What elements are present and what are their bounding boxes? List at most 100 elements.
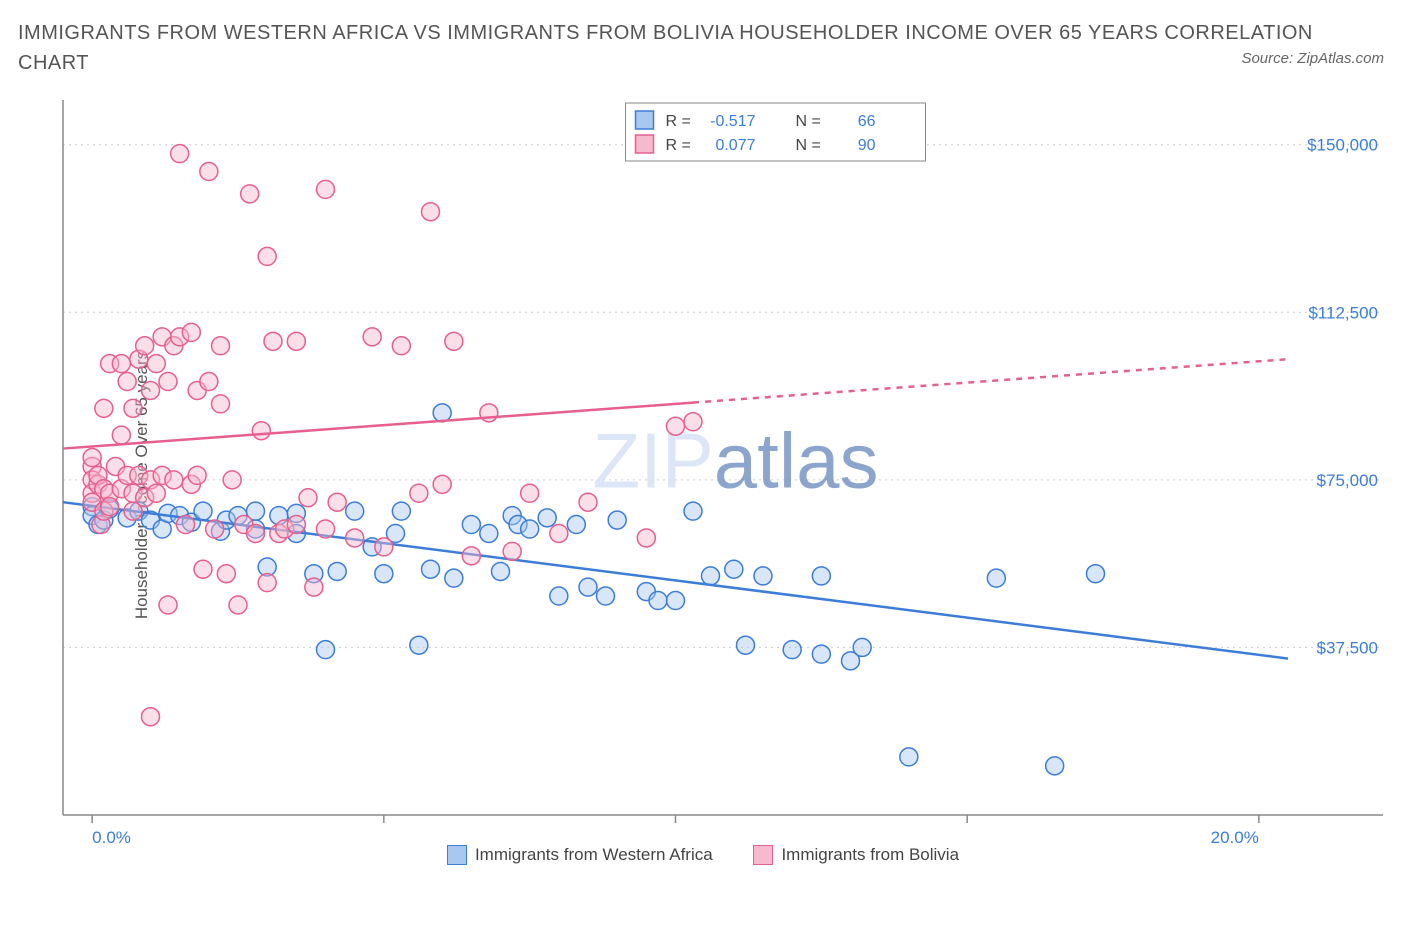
data-point	[737, 636, 755, 654]
data-point	[328, 493, 346, 511]
data-point	[142, 381, 160, 399]
data-point	[392, 337, 410, 355]
data-point	[1087, 565, 1105, 583]
stats-r-label: R =	[666, 137, 691, 154]
data-point	[597, 587, 615, 605]
data-point	[165, 471, 183, 489]
data-point	[550, 524, 568, 542]
stats-n-value: 66	[858, 113, 876, 130]
data-point	[567, 516, 585, 534]
regression-line-dashed	[693, 359, 1288, 402]
data-point	[754, 567, 772, 585]
data-point	[287, 516, 305, 534]
data-point	[83, 449, 101, 467]
data-point	[667, 417, 685, 435]
data-point	[247, 524, 265, 542]
y-tick-label: $112,500	[1308, 303, 1378, 322]
source-label: Source: ZipAtlas.com	[1241, 50, 1384, 67]
data-point	[305, 578, 323, 596]
y-tick-label: $75,000	[1317, 471, 1378, 490]
legend-swatch-pink	[753, 845, 773, 865]
data-point	[410, 636, 428, 654]
data-point	[462, 516, 480, 534]
data-point	[346, 529, 364, 547]
watermark: ZIPatlas	[592, 417, 878, 505]
data-point	[258, 574, 276, 592]
data-point	[95, 399, 113, 417]
chart-title: IMMIGRANTS FROM WESTERN AFRICA VS IMMIGR…	[18, 18, 1388, 78]
stats-swatch	[636, 135, 654, 153]
data-point	[147, 484, 165, 502]
data-point	[550, 587, 568, 605]
data-point	[200, 373, 218, 391]
data-point	[112, 426, 130, 444]
data-point	[287, 332, 305, 350]
data-point	[328, 562, 346, 580]
data-point	[422, 203, 440, 221]
legend-item-blue: Immigrants from Western Africa	[447, 845, 713, 865]
data-point	[538, 509, 556, 527]
data-point	[159, 596, 177, 614]
data-point	[346, 502, 364, 520]
y-tick-label: $150,000	[1307, 136, 1378, 155]
data-point	[462, 547, 480, 565]
bottom-legend: Immigrants from Western Africa Immigrant…	[18, 845, 1388, 870]
data-point	[637, 529, 655, 547]
stats-n-label: N =	[796, 113, 821, 130]
data-point	[171, 145, 189, 163]
data-point	[217, 565, 235, 583]
data-point	[987, 569, 1005, 587]
data-point	[812, 645, 830, 663]
data-point	[229, 596, 247, 614]
data-point	[445, 332, 463, 350]
legend-item-pink: Immigrants from Bolivia	[753, 845, 959, 865]
scatter-plot: $37,500$75,000$112,500$150,0000.0%20.0%Z…	[58, 95, 1388, 875]
data-point	[317, 180, 335, 198]
data-point	[212, 395, 230, 413]
data-point	[177, 516, 195, 534]
data-point	[223, 471, 241, 489]
data-point	[433, 404, 451, 422]
data-point	[375, 538, 393, 556]
data-point	[433, 475, 451, 493]
data-point	[194, 502, 212, 520]
data-point	[667, 592, 685, 610]
data-point	[579, 493, 597, 511]
data-point	[853, 638, 871, 656]
data-point	[608, 511, 626, 529]
data-point	[101, 498, 119, 516]
y-tick-label: $37,500	[1317, 638, 1378, 657]
data-point	[363, 328, 381, 346]
data-point	[392, 502, 410, 520]
data-point	[317, 641, 335, 659]
data-point	[702, 567, 720, 585]
data-point	[684, 502, 702, 520]
stats-swatch	[636, 111, 654, 129]
stats-r-label: R =	[666, 113, 691, 130]
legend-swatch-blue	[447, 845, 467, 865]
data-point	[725, 560, 743, 578]
data-point	[212, 337, 230, 355]
data-point	[649, 592, 667, 610]
data-point	[375, 565, 393, 583]
stats-r-value: 0.077	[715, 137, 755, 154]
data-point	[812, 567, 830, 585]
data-point	[112, 355, 130, 373]
stats-r-value: -0.517	[710, 113, 755, 130]
data-point	[118, 373, 136, 391]
legend-label-pink: Immigrants from Bolivia	[781, 845, 959, 865]
data-point	[136, 337, 154, 355]
data-point	[521, 520, 539, 538]
data-point	[579, 578, 597, 596]
data-point	[299, 489, 317, 507]
data-point	[194, 560, 212, 578]
data-point	[182, 323, 200, 341]
data-point	[1046, 757, 1064, 775]
data-point	[900, 748, 918, 766]
data-point	[503, 542, 521, 560]
data-point	[317, 520, 335, 538]
data-point	[492, 562, 510, 580]
data-point	[147, 355, 165, 373]
data-point	[521, 484, 539, 502]
data-point	[241, 185, 259, 203]
